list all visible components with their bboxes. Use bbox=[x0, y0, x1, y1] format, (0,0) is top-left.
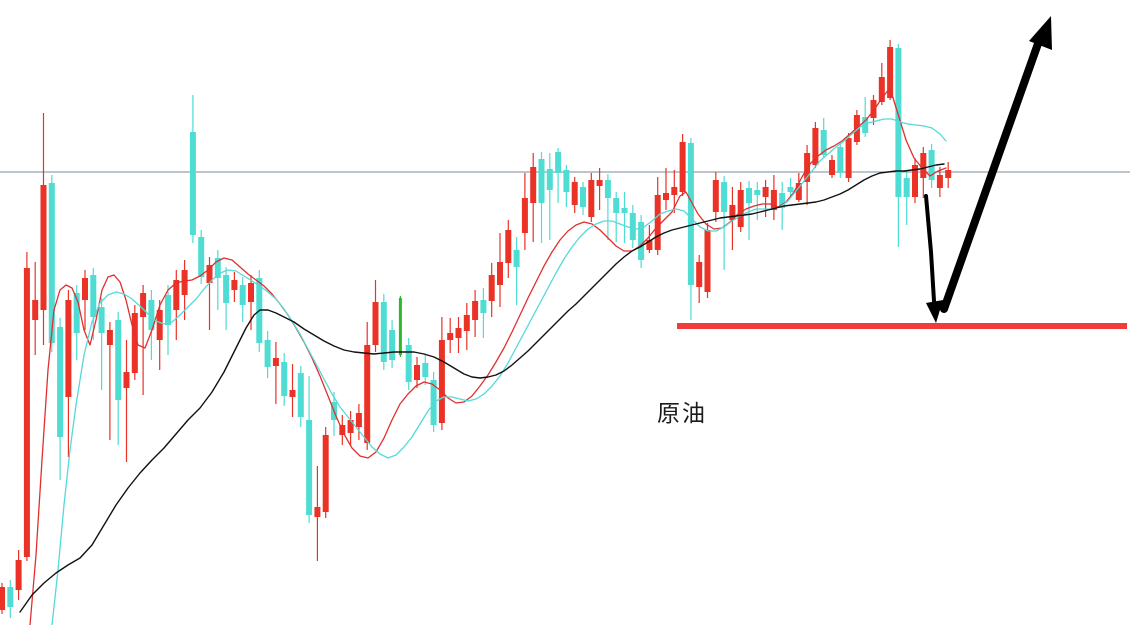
slow-black-ma bbox=[19, 163, 945, 613]
arrow-down-shaft bbox=[924, 194, 936, 303]
annotation-arrow-layer bbox=[924, 16, 1052, 323]
arrow-up-head bbox=[1029, 16, 1052, 50]
mid-cyan-ma bbox=[51, 118, 947, 625]
moving-averages-layer bbox=[19, 87, 947, 625]
arrow-down-head bbox=[926, 300, 943, 323]
arrow-up-shaft bbox=[940, 34, 1044, 313]
instrument-label: 原油 bbox=[657, 401, 707, 427]
